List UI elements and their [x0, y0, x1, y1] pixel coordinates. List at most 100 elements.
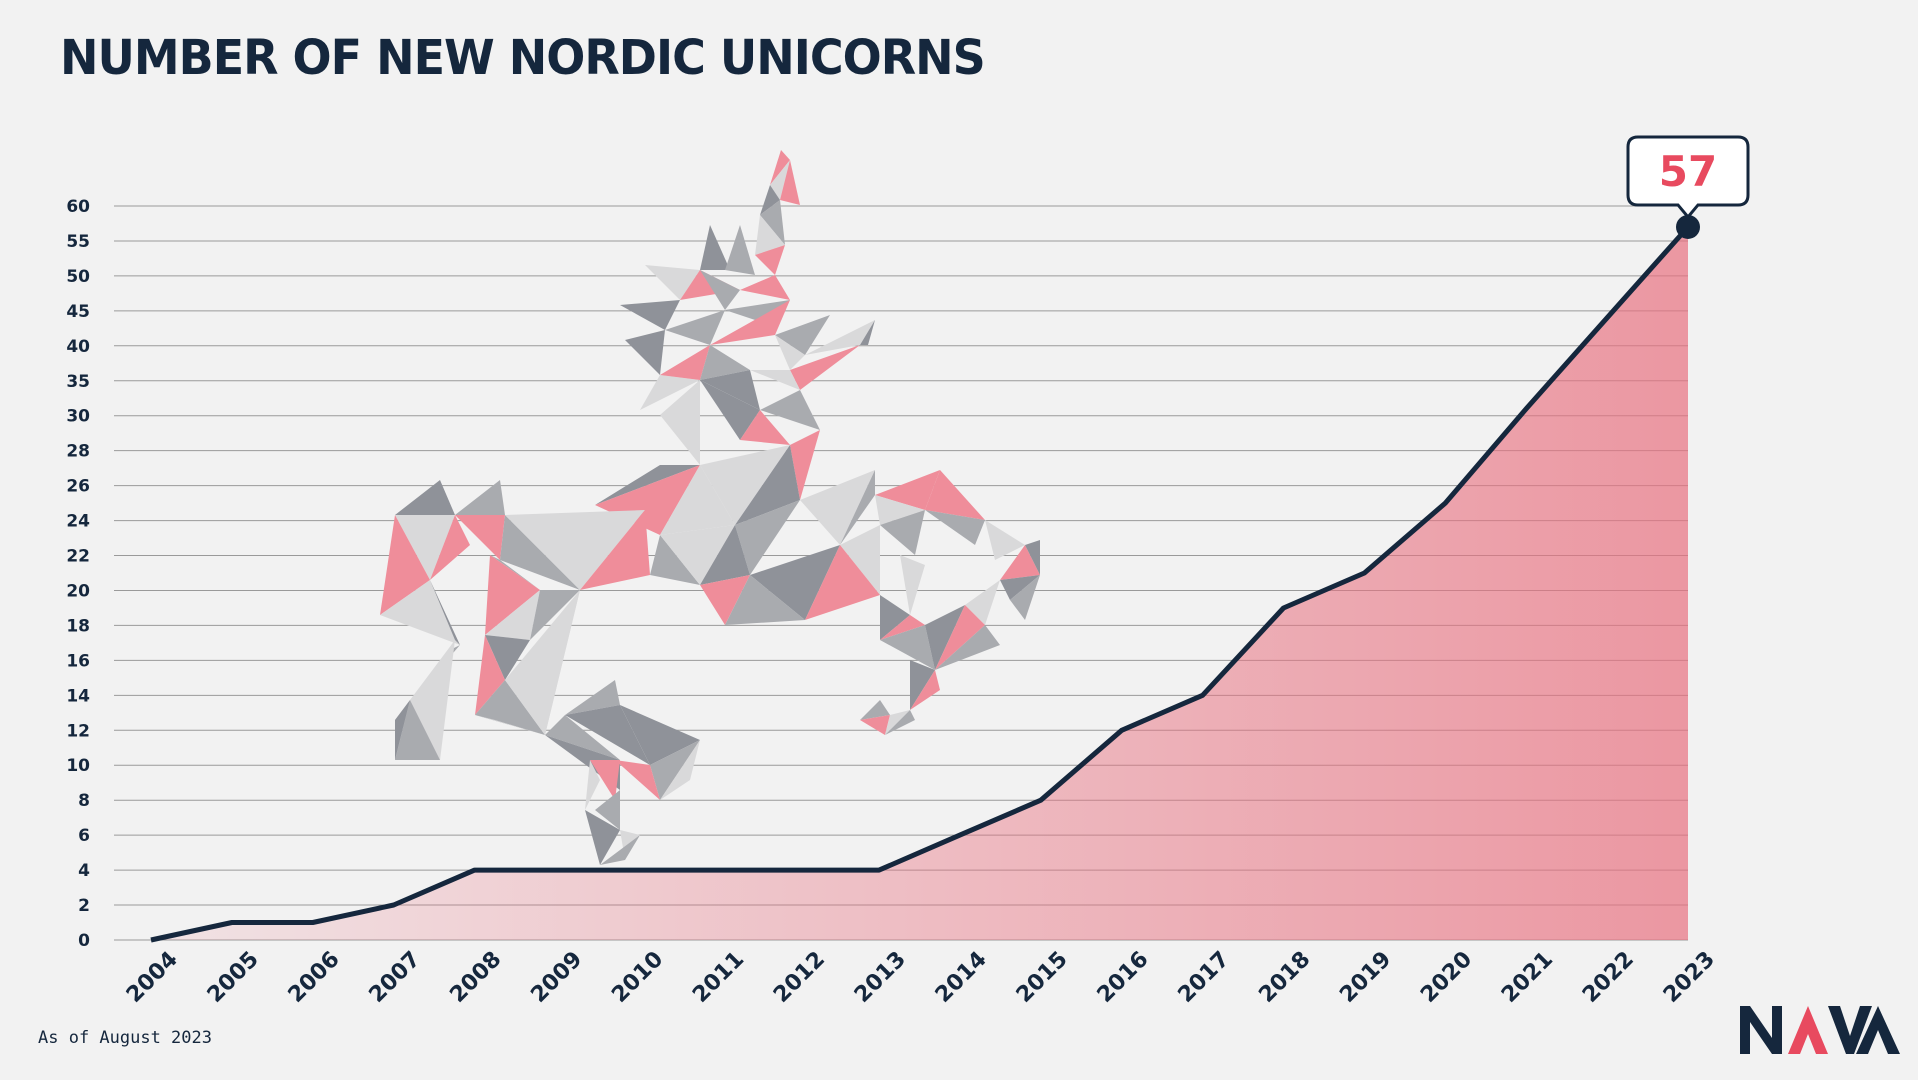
- unicorn-facet: [585, 810, 620, 865]
- unicorn-facet: [860, 700, 890, 720]
- unicorn-facet: [750, 545, 840, 620]
- unicorn-facet: [760, 390, 820, 430]
- unicorn-facet: [740, 410, 790, 445]
- nava-logo-icon: [1740, 1006, 1900, 1054]
- unicorn-facet: [585, 760, 600, 810]
- x-tick-label: 2015: [1012, 947, 1073, 1008]
- unicorn-facet: [935, 605, 985, 670]
- unicorn-facet: [455, 480, 505, 515]
- y-tick-label: 28: [66, 442, 90, 462]
- unicorn-facet: [660, 465, 735, 535]
- unicorn-facet: [700, 575, 750, 625]
- series-area-fill: [151, 227, 1688, 940]
- unicorn-facet: [770, 160, 790, 200]
- unicorn-facet: [985, 520, 1025, 560]
- unicorn-facet: [875, 495, 925, 525]
- x-tick-label: 2006: [284, 947, 345, 1008]
- y-tick-label: 35: [66, 372, 90, 392]
- unicorn-facet: [500, 515, 580, 590]
- unicorn-facet: [475, 635, 505, 715]
- y-tick-label: 0: [78, 931, 90, 951]
- unicorn-facet: [885, 710, 915, 735]
- unicorn-facet: [590, 760, 620, 800]
- callout-bubble: [1626, 135, 1750, 220]
- unicorn-facet: [935, 625, 1000, 670]
- unicorn-facet: [735, 500, 800, 575]
- y-tick-label: 20: [66, 581, 90, 601]
- polygonal-unicorn-illustration: [380, 150, 1040, 865]
- unicorn-facet: [725, 575, 805, 625]
- y-tick-label: 45: [66, 302, 90, 322]
- x-tick-label: 2020: [1416, 947, 1477, 1008]
- unicorn-facet: [900, 555, 925, 615]
- x-tick-label: 2022: [1578, 947, 1639, 1008]
- unicorn-facet: [430, 580, 460, 645]
- unicorn-facet: [880, 615, 925, 640]
- unicorn-facet: [485, 635, 530, 680]
- x-tick-label: 2004: [122, 947, 183, 1008]
- y-tick-label: 55: [66, 232, 90, 252]
- x-tick-label: 2018: [1254, 947, 1315, 1008]
- unicorn-facet: [625, 330, 665, 375]
- x-tick-label: 2007: [365, 947, 426, 1008]
- unicorn-facet: [700, 270, 740, 310]
- unicorn-facet: [395, 700, 410, 760]
- unicorn-facet: [755, 245, 785, 275]
- x-tick-label: 2005: [203, 947, 264, 1008]
- unicorn-facet: [925, 510, 985, 545]
- unicorn-facet: [430, 515, 470, 580]
- unicorn-facet: [485, 555, 540, 635]
- y-tick-label: 14: [66, 686, 90, 706]
- unicorn-facet: [645, 265, 700, 300]
- y-tick-label: 26: [66, 477, 90, 497]
- y-tick-label: 16: [66, 651, 90, 671]
- unicorn-facet: [660, 380, 700, 465]
- y-tick-label: 6: [78, 826, 90, 846]
- unicorn-facet: [860, 715, 890, 735]
- unicorn-facet: [615, 760, 660, 800]
- y-tick-label: 50: [66, 267, 90, 287]
- y-tick-label: 18: [66, 616, 90, 636]
- x-tick-label: 2016: [1093, 947, 1154, 1008]
- y-tick-label: 8: [78, 791, 90, 811]
- unicorn-facet: [650, 740, 700, 800]
- y-tick-label: 12: [66, 721, 90, 741]
- x-tick-label: 2009: [526, 947, 587, 1008]
- unicorn-facet: [580, 510, 650, 590]
- y-tick-label: 60: [66, 197, 90, 217]
- x-tick-label: 2023: [1659, 947, 1720, 1008]
- unicorn-facet: [710, 300, 790, 345]
- unicorn-facet: [735, 445, 800, 525]
- unicorn-facet: [650, 535, 700, 585]
- unicorn-facet: [700, 370, 760, 410]
- unicorn-facet: [780, 160, 800, 205]
- x-tick-label: 2010: [607, 947, 668, 1008]
- unicorn-facet: [620, 300, 680, 330]
- unicorn-facet: [665, 310, 725, 345]
- value-callout: 57: [1626, 135, 1750, 239]
- unicorn-facet: [840, 525, 880, 595]
- unicorn-facet: [475, 680, 545, 735]
- unicorn-facet: [755, 215, 785, 255]
- unicorn-facet: [700, 345, 750, 380]
- unicorn-facet: [800, 470, 875, 545]
- y-tick-label: 40: [66, 337, 90, 357]
- unicorn-facet: [600, 835, 640, 865]
- unicorn-facet: [725, 225, 755, 275]
- unicorn-facet: [910, 660, 935, 710]
- unicorn-facet: [660, 525, 735, 585]
- unicorn-facet: [395, 515, 455, 580]
- unicorn-facet: [595, 790, 620, 830]
- unicorn-facet: [395, 480, 455, 515]
- unicorn-facet: [770, 150, 790, 185]
- x-tick-label: 2014: [931, 947, 992, 1008]
- unicorn-facet: [700, 525, 750, 585]
- x-tick-label: 2017: [1174, 947, 1235, 1008]
- last-point-marker: [1676, 214, 1700, 239]
- unicorn-facet: [910, 670, 940, 710]
- y-tick-label: 22: [66, 547, 90, 567]
- unicorn-facet: [880, 510, 925, 555]
- unicorn-facet: [805, 320, 875, 355]
- unicorn-facet: [775, 335, 805, 370]
